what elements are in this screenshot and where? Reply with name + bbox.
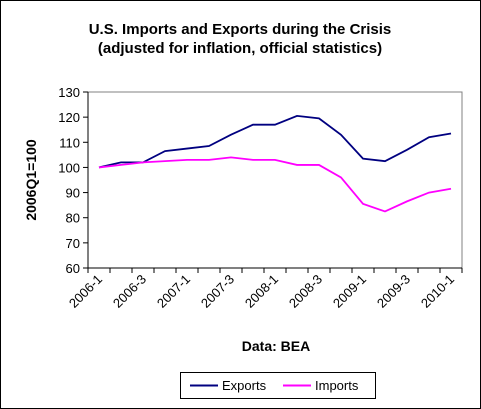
line-series xyxy=(98,114,452,169)
x-axis-title: Data: BEA xyxy=(242,338,310,354)
chart-title: U.S. Imports and Exports during the Cris… xyxy=(89,21,392,38)
y-tick-label: 130 xyxy=(58,85,80,100)
y-tick-label: 60 xyxy=(66,261,80,276)
legend-label: Exports xyxy=(222,378,267,393)
y-tick-label: 120 xyxy=(58,110,80,125)
line-series xyxy=(98,156,452,213)
chart-subtitle: (adjusted for inflation, official statis… xyxy=(98,40,382,57)
y-tick-label: 70 xyxy=(66,236,80,251)
y-tick-label: 80 xyxy=(66,211,80,226)
y-tick-label: 110 xyxy=(59,135,80,150)
y-axis-title: 2006Q1=100 xyxy=(23,139,39,221)
y-tick-label: 100 xyxy=(58,160,80,175)
y-tick-label: 90 xyxy=(66,186,80,201)
legend-label: Imports xyxy=(315,378,359,393)
